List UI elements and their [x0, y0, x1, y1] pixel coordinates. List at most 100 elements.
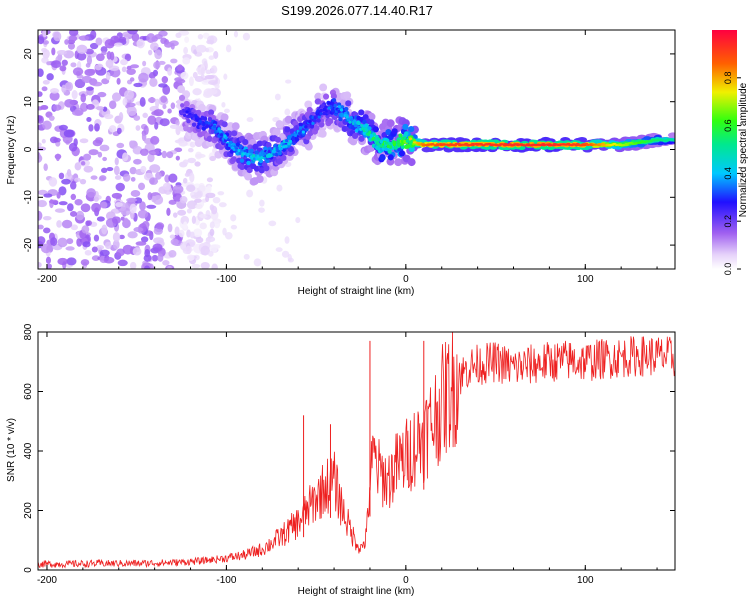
noise-blob [49, 88, 60, 94]
noise-blob [168, 199, 177, 205]
spectrogram-cell [331, 98, 337, 103]
snr-frame [37, 331, 676, 571]
spectrogram-cell [340, 112, 344, 116]
noise-blob [129, 203, 137, 214]
noise-blob [162, 260, 170, 266]
colorbar: 0.0 0.2 0.4 0.6 0.8 Normalized spectral ampl… [712, 30, 749, 275]
noise-blob [200, 261, 210, 269]
noise-blob [105, 71, 111, 81]
noise-blob [295, 216, 301, 224]
noise-blob [116, 142, 125, 149]
noise-blob [99, 144, 110, 152]
noise-blob [140, 165, 147, 173]
noise-blob [186, 200, 198, 210]
noise-blob [92, 139, 103, 147]
spectrogram-cell [263, 152, 267, 156]
y-tick-label: 400 [23, 442, 34, 459]
noise-blob [230, 224, 238, 230]
spectrogram-cell [306, 106, 313, 114]
spectrogram-cell [548, 143, 553, 147]
spectrogram-cell [279, 147, 283, 151]
noise-blob [186, 184, 196, 192]
spectrogram-cell [253, 165, 260, 172]
noise-blob [61, 84, 67, 94]
noise-blob [169, 124, 180, 129]
spectrogram-cell [182, 109, 186, 113]
noise-blob [66, 238, 74, 245]
noise-blob [57, 237, 68, 248]
spectrogram-cell [274, 136, 281, 143]
noise-blob [63, 129, 75, 138]
spectrogram-cell [221, 121, 228, 128]
noise-blob [48, 115, 55, 121]
spectrogram-cell [256, 140, 263, 147]
spectrogram-cell [243, 149, 247, 153]
noise-blob [106, 51, 112, 60]
spectrogram-cell [182, 113, 187, 118]
noise-blob [83, 165, 94, 173]
noise-blob [195, 237, 204, 244]
noise-blob [209, 221, 215, 229]
noise-blob [151, 110, 160, 116]
spectrogram-cell [185, 110, 189, 114]
spectrogram-cell [344, 106, 349, 112]
noise-blob [187, 157, 197, 164]
noise-blob [242, 32, 251, 41]
spectrogram-cell [403, 136, 407, 140]
noise-blob [56, 220, 62, 228]
noise-blob [222, 227, 227, 236]
noise-blob [91, 81, 103, 87]
spectrogram-cell [402, 123, 409, 131]
noise-blob [170, 238, 179, 246]
spectrogram-cell [365, 128, 369, 133]
noise-blob [122, 173, 131, 182]
spectrogram-cell [263, 165, 270, 172]
noise-blob [205, 210, 211, 217]
noise-blob [190, 191, 197, 198]
noise-blob [213, 220, 221, 229]
spectrogram-cell [347, 117, 351, 121]
noise-blob [135, 241, 147, 246]
noise-blob [85, 62, 91, 68]
spectrogram-x-ticks: -200 -100 0 100 [37, 30, 658, 285]
noise-blob [175, 119, 180, 127]
noise-blob [192, 71, 198, 79]
noise-blob [42, 79, 50, 85]
spectrogram-cell [358, 135, 365, 142]
spectrogram-cell [206, 135, 213, 142]
spectrogram-cell [387, 154, 394, 161]
noise-blob [197, 34, 204, 40]
noise-blob [58, 124, 68, 131]
colorbar-tick-label: 0.6 [723, 119, 733, 132]
spectrogram-cell [392, 140, 397, 144]
noise-blob [84, 249, 92, 256]
noise-blob [218, 202, 227, 208]
spectrogram-cell [237, 148, 241, 153]
noise-blob [81, 75, 93, 84]
noise-blob [70, 62, 77, 68]
noise-blob [86, 188, 96, 198]
noise-blob [86, 103, 95, 110]
noise-blob [86, 220, 92, 226]
noise-blob [153, 61, 161, 69]
noise-blob [126, 68, 136, 75]
noise-blob [152, 194, 164, 205]
spectrogram-cell [315, 114, 319, 119]
noise-blob [80, 102, 88, 112]
noise-blob [38, 68, 44, 77]
noise-blob [147, 153, 155, 163]
spectrogram-cell [280, 154, 287, 162]
noise-blob [204, 74, 215, 80]
spectrogram-cell [400, 139, 404, 144]
noise-blob [94, 64, 102, 71]
noise-blob [201, 58, 208, 65]
spectrogram-cell [327, 118, 334, 125]
noise-blob [46, 73, 54, 81]
spectrogram-cell [202, 116, 208, 121]
noise-blob [96, 106, 104, 111]
colorbar-tick-label: 0.2 [723, 215, 733, 228]
noise-blob [186, 208, 192, 214]
spectrogram-cell [178, 110, 183, 114]
spectrogram-cell [190, 114, 194, 118]
noise-blob [131, 32, 140, 42]
